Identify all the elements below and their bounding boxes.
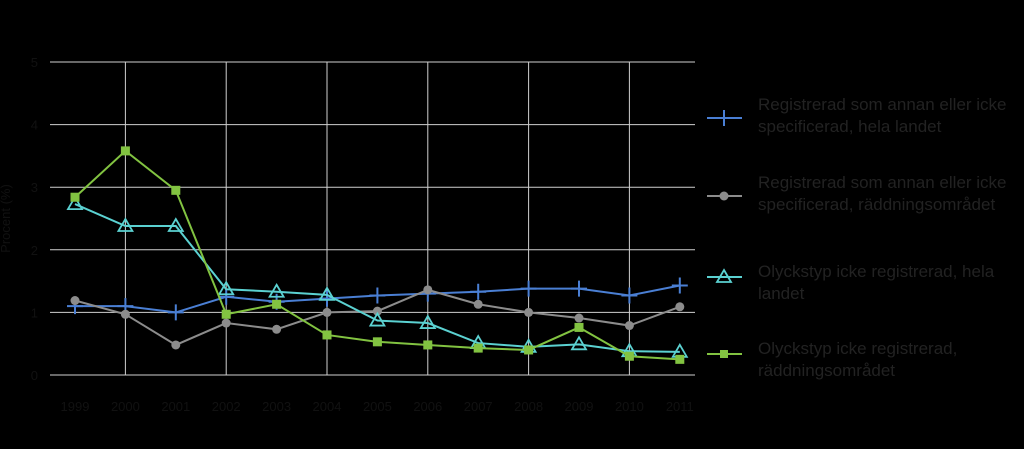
data-point [171, 185, 181, 195]
data-point [570, 335, 588, 351]
x-tick-label: 2001 [161, 399, 190, 414]
legend-swatch-circle [707, 191, 742, 201]
data-point [423, 340, 433, 350]
series-line [74, 149, 680, 361]
y-tick-label: 4 [31, 118, 38, 133]
data-point [120, 146, 130, 156]
x-tick-label: 2006 [413, 399, 442, 414]
y-tick-label: 2 [31, 243, 38, 258]
data-point [520, 280, 537, 297]
x-tick-label: 2004 [313, 399, 342, 414]
legend-label: Olyckstyp icke registrerad, hela landet [758, 262, 995, 303]
data-point [268, 282, 286, 298]
data-point [675, 302, 685, 312]
data-point [470, 283, 487, 300]
data-point [322, 307, 332, 317]
x-tick-label: 2010 [615, 399, 644, 414]
data-point [116, 217, 134, 232]
data-point [221, 318, 231, 328]
data-point [218, 288, 235, 305]
x-tick-label: 2009 [565, 399, 594, 414]
data-point [675, 354, 685, 364]
data-point [66, 195, 84, 211]
data-point [571, 280, 587, 297]
data-point [524, 307, 534, 317]
data-point [624, 321, 634, 331]
legend-label: Registrerad som annan eller icke specifi… [758, 95, 1007, 136]
x-tick-label: 2005 [363, 399, 392, 414]
y-axis-label: Procent (%) [0, 184, 13, 253]
y-tick-label: 0 [31, 368, 38, 383]
data-point [322, 330, 332, 340]
data-point [221, 309, 231, 319]
data-point [70, 192, 80, 202]
data-point [318, 286, 336, 301]
x-tick-label: 1999 [61, 399, 90, 414]
data-point [70, 296, 80, 306]
x-tick-label: 2008 [514, 399, 543, 414]
data-point [574, 322, 584, 332]
x-tick-label: 2007 [464, 399, 493, 414]
data-point [423, 285, 433, 295]
x-tick-label: 2011 [666, 399, 694, 414]
legend: Registrerad som annan eller icke specifi… [700, 0, 1024, 449]
data-point [368, 311, 386, 327]
data-point [272, 324, 282, 334]
x-tick-label: 2002 [212, 399, 241, 414]
data-point [621, 287, 638, 304]
data-point [419, 314, 437, 329]
data-point [372, 337, 382, 347]
x-tick-label: 2000 [111, 399, 140, 414]
data-point [574, 313, 584, 323]
data-point [167, 304, 184, 321]
data-point [372, 306, 382, 316]
data-point [369, 287, 386, 304]
legend-swatch-square [707, 350, 742, 358]
legend-swatch-triangle [707, 268, 742, 283]
x-tick-label: 2003 [262, 399, 291, 414]
data-point [473, 343, 483, 353]
data-point [167, 217, 185, 232]
series-line [74, 203, 680, 353]
data-point [272, 299, 282, 309]
data-point [671, 277, 688, 294]
legend-label: Olyckstyp icke registrerad, räddningsomr… [758, 339, 958, 380]
y-tick-label: 5 [31, 55, 38, 70]
data-point [217, 280, 235, 296]
y-tick-label: 1 [31, 305, 38, 320]
data-point [120, 309, 130, 319]
data-point [524, 345, 534, 355]
data-point [624, 351, 634, 361]
data-point [171, 340, 181, 350]
legend-swatch-plus [707, 110, 742, 126]
data-point [473, 299, 483, 309]
y-tick-label: 3 [31, 180, 38, 195]
legend-label: Registrerad som annan eller icke specifi… [758, 173, 1007, 214]
